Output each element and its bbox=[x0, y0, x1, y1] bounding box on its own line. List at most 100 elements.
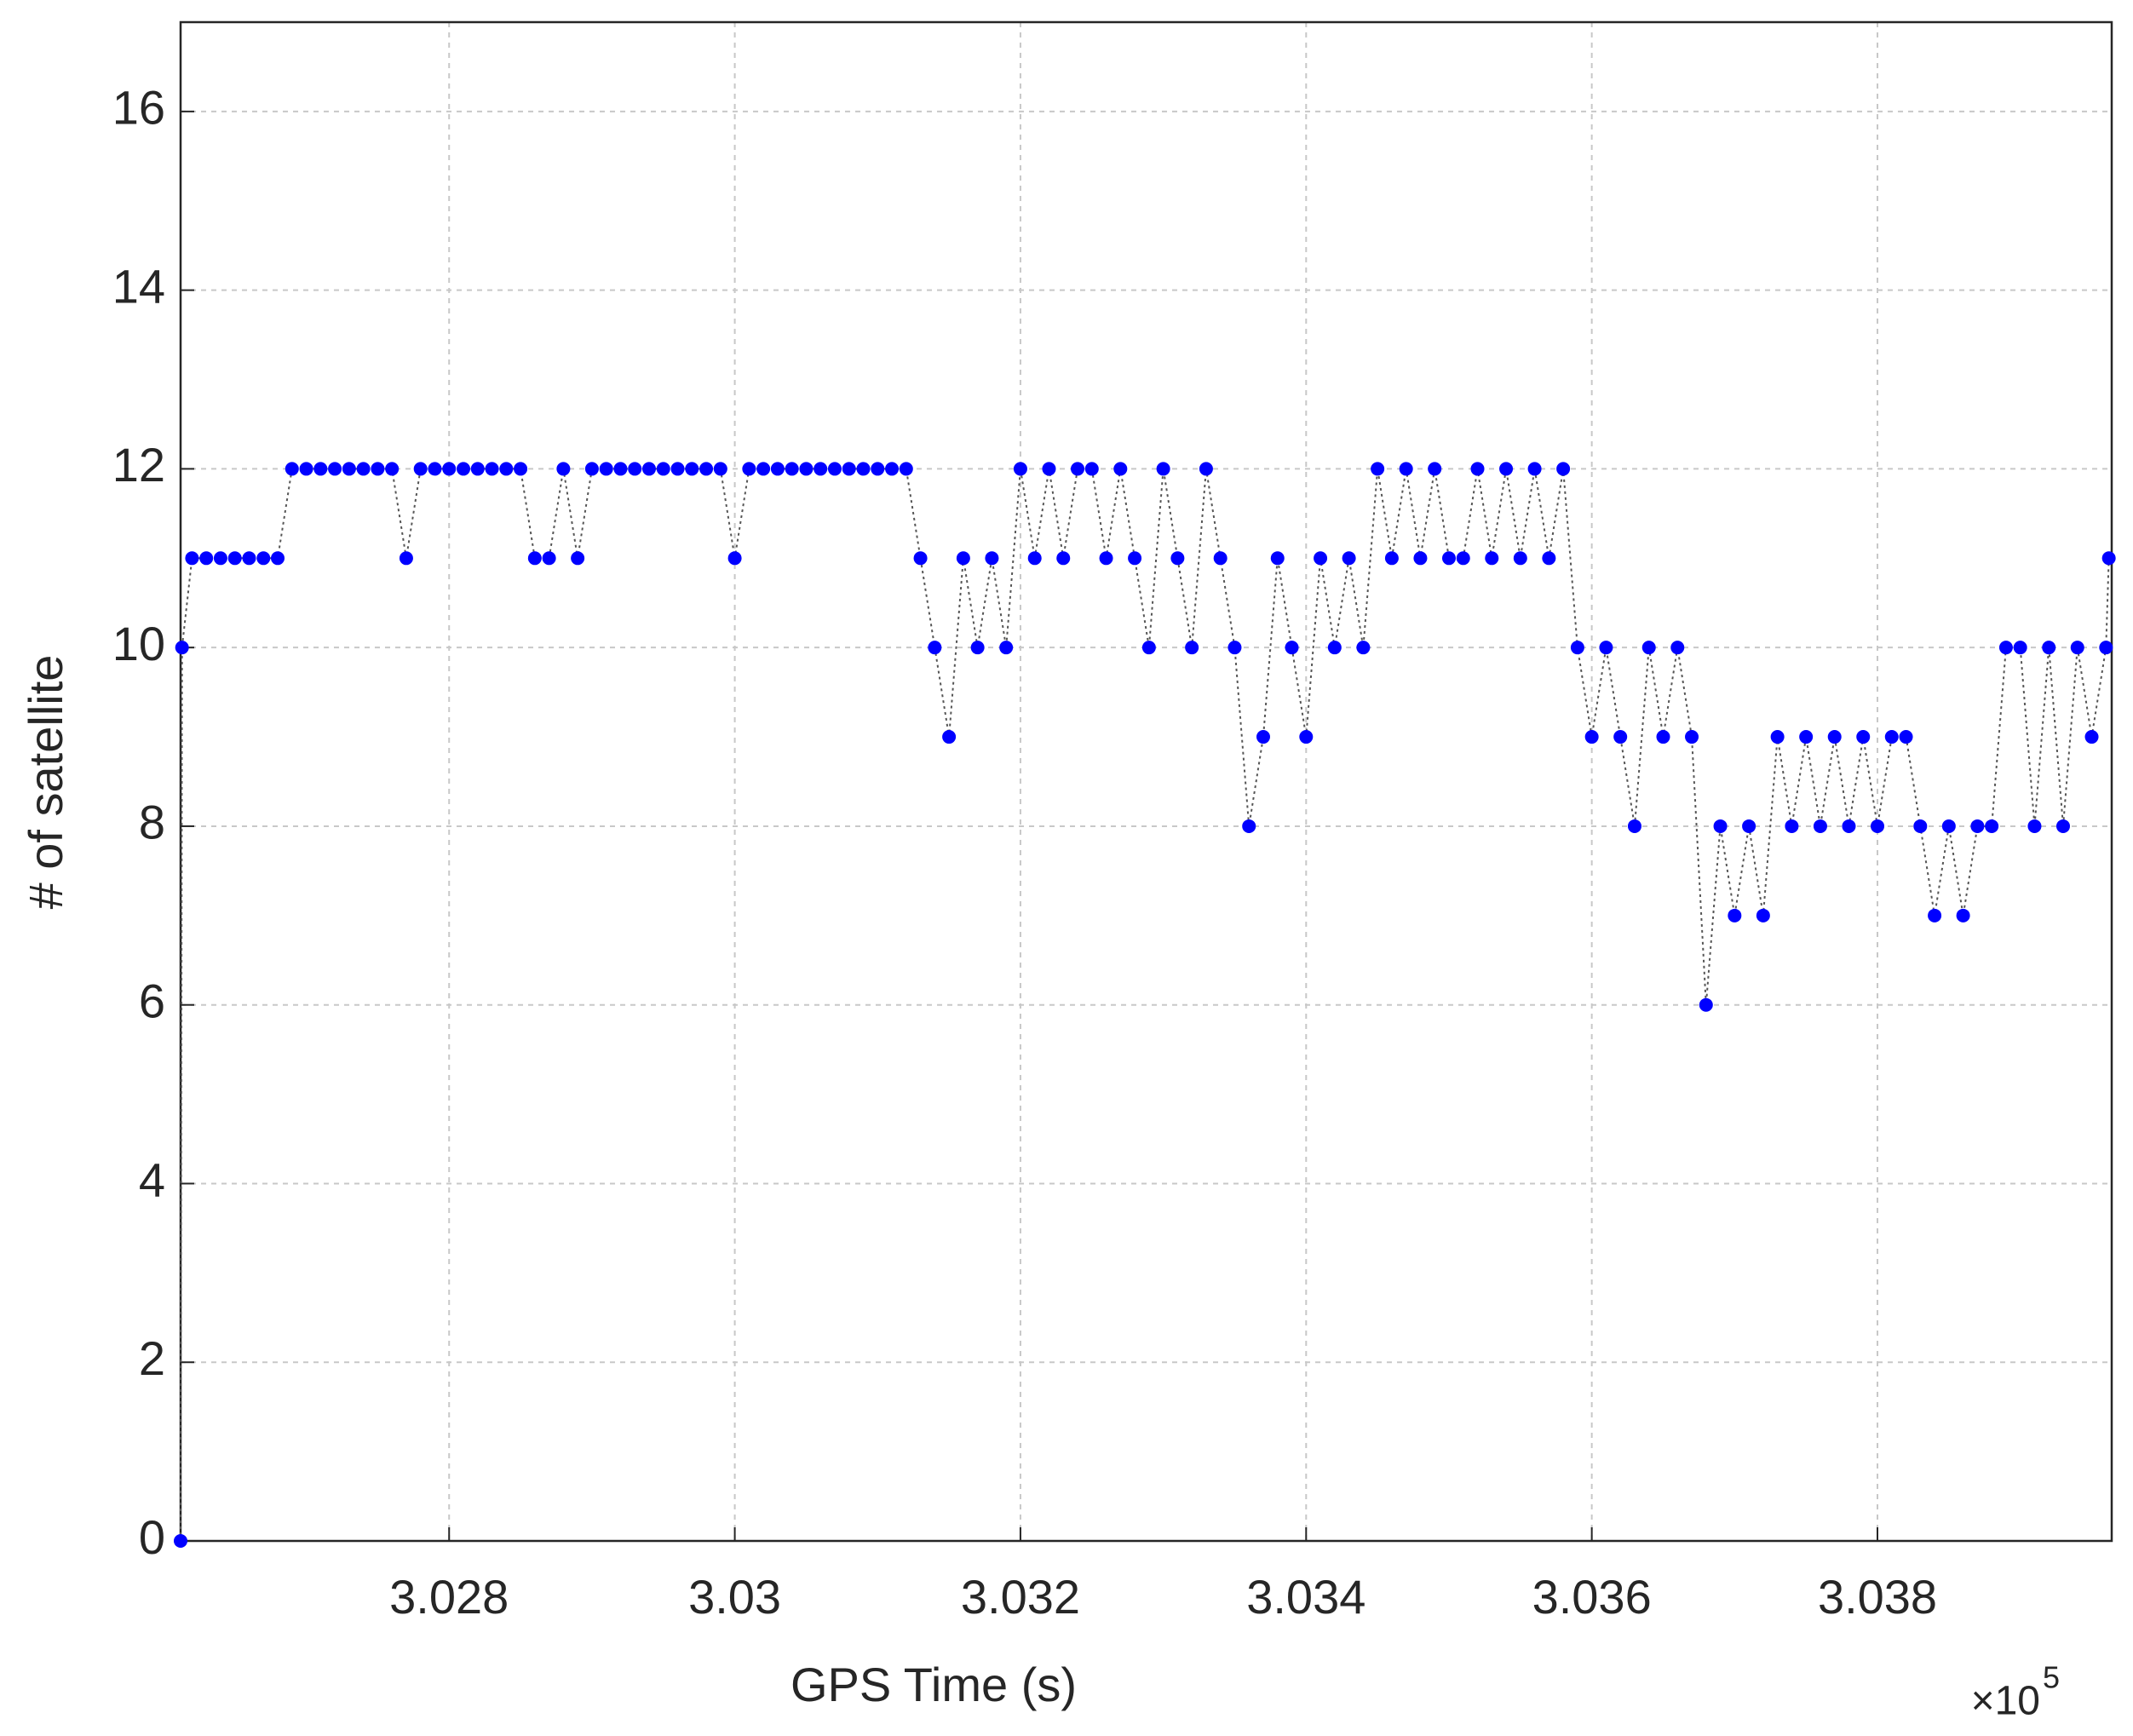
data-point bbox=[556, 462, 571, 476]
data-point bbox=[1599, 641, 1613, 655]
data-point bbox=[1384, 551, 1399, 566]
data-point bbox=[299, 462, 313, 476]
x-tick-label: 3.038 bbox=[1818, 1570, 1937, 1624]
data-point bbox=[2042, 641, 2056, 655]
data-point bbox=[885, 462, 900, 476]
data-point bbox=[799, 462, 814, 476]
data-point bbox=[1799, 730, 1814, 744]
data-point bbox=[1928, 908, 1942, 923]
data-point bbox=[442, 462, 457, 476]
data-point bbox=[1314, 551, 1328, 566]
data-point bbox=[1470, 462, 1485, 476]
data-point bbox=[814, 462, 828, 476]
y-tick-label: 2 bbox=[139, 1331, 165, 1385]
data-point bbox=[613, 462, 628, 476]
data-point bbox=[699, 462, 714, 476]
data-point bbox=[1998, 641, 2013, 655]
x-tick-label: 3.028 bbox=[389, 1570, 509, 1624]
data-point bbox=[428, 462, 442, 476]
data-point bbox=[1027, 551, 1042, 566]
y-tick-label: 14 bbox=[112, 259, 165, 313]
x-tick-label: 3.03 bbox=[688, 1570, 781, 1624]
data-point bbox=[342, 462, 356, 476]
data-point bbox=[399, 551, 413, 566]
data-point bbox=[1756, 908, 1770, 923]
data-point bbox=[756, 462, 771, 476]
data-point bbox=[1613, 730, 1628, 744]
data-point bbox=[1170, 551, 1185, 566]
data-point bbox=[1485, 551, 1499, 566]
x-axis-label: GPS Time (s) bbox=[791, 1658, 1077, 1711]
data-point bbox=[670, 462, 685, 476]
data-point bbox=[1871, 819, 1885, 833]
data-point bbox=[628, 462, 642, 476]
data-point bbox=[2070, 641, 2084, 655]
data-point bbox=[641, 462, 656, 476]
y-tick-label: 10 bbox=[112, 617, 165, 670]
data-point bbox=[1213, 551, 1227, 566]
data-point bbox=[1071, 462, 1085, 476]
y-tick-label: 6 bbox=[139, 974, 165, 1028]
data-point bbox=[827, 462, 842, 476]
data-point bbox=[385, 462, 400, 476]
data-point bbox=[1199, 462, 1213, 476]
data-point bbox=[1913, 819, 1928, 833]
data-point bbox=[485, 462, 499, 476]
data-point bbox=[942, 730, 957, 744]
data-point bbox=[1627, 819, 1641, 833]
data-point bbox=[1413, 551, 1428, 566]
data-point bbox=[770, 462, 785, 476]
data-point bbox=[1056, 551, 1071, 566]
data-point bbox=[1742, 819, 1756, 833]
data-point bbox=[584, 462, 599, 476]
data-point bbox=[174, 1534, 187, 1548]
data-point bbox=[1827, 730, 1842, 744]
data-point bbox=[656, 462, 670, 476]
data-point bbox=[1256, 730, 1270, 744]
y-axis-label: # of satellite bbox=[19, 655, 72, 910]
data-point bbox=[2027, 819, 2042, 833]
data-point bbox=[928, 641, 942, 655]
data-point bbox=[1842, 819, 1856, 833]
data-point bbox=[1570, 641, 1584, 655]
data-point bbox=[413, 462, 428, 476]
data-point bbox=[970, 641, 985, 655]
data-point bbox=[1099, 551, 1113, 566]
data-point bbox=[742, 462, 756, 476]
data-point bbox=[1899, 730, 1913, 744]
data-point bbox=[899, 462, 913, 476]
data-point bbox=[1785, 819, 1799, 833]
x-tick-label: 3.036 bbox=[1532, 1570, 1652, 1624]
data-point bbox=[1342, 551, 1356, 566]
data-point bbox=[1713, 819, 1728, 833]
data-point bbox=[1299, 730, 1314, 744]
data-point bbox=[285, 462, 299, 476]
data-point bbox=[242, 551, 256, 566]
data-point bbox=[1327, 641, 1342, 655]
data-point bbox=[2101, 551, 2116, 566]
data-point bbox=[1013, 462, 1027, 476]
data-point bbox=[499, 462, 514, 476]
data-point bbox=[175, 641, 189, 655]
data-point bbox=[985, 551, 999, 566]
data-point bbox=[1770, 730, 1785, 744]
data-point bbox=[2055, 819, 2070, 833]
data-point bbox=[956, 551, 970, 566]
data-point bbox=[199, 551, 214, 566]
data-point bbox=[1441, 551, 1456, 566]
data-point bbox=[1456, 551, 1470, 566]
data-point bbox=[1185, 641, 1199, 655]
data-point bbox=[227, 551, 242, 566]
data-point bbox=[1399, 462, 1413, 476]
y-tick-label: 0 bbox=[139, 1510, 165, 1564]
data-point bbox=[371, 462, 385, 476]
y-tick-label: 16 bbox=[112, 81, 165, 135]
data-point bbox=[2099, 641, 2113, 655]
x-multiplier-base: ×10 bbox=[1971, 1679, 2040, 1724]
data-point bbox=[2084, 730, 2099, 744]
data-point bbox=[1270, 551, 1285, 566]
data-point bbox=[599, 462, 613, 476]
data-point bbox=[527, 551, 542, 566]
data-point bbox=[356, 462, 371, 476]
